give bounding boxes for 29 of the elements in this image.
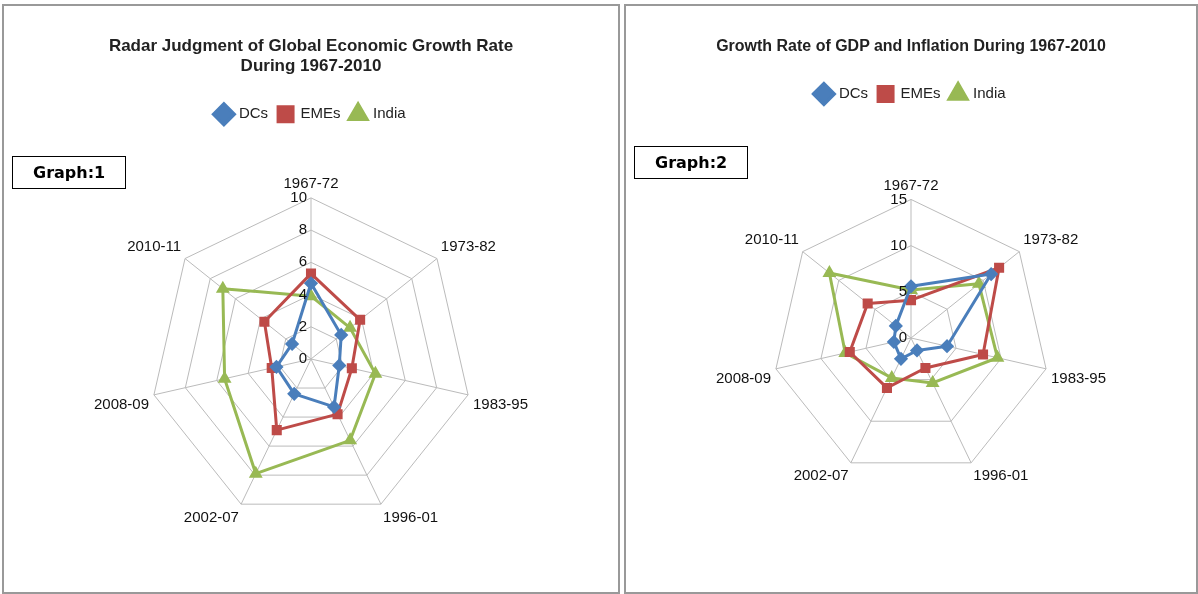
text: Graph:1 — [12, 156, 127, 189]
legend-label: EMEs — [900, 84, 941, 102]
spoke-label: 2010-11 — [744, 229, 799, 247]
legend-label: DCs — [838, 84, 869, 102]
spoke-label: 1996-01 — [973, 466, 1029, 484]
y-tick-label: 2 — [298, 316, 307, 334]
spoke-label: 2002-07 — [183, 507, 239, 525]
spoke-label: 1973-82 — [1023, 229, 1079, 247]
legend-label: DCs — [238, 104, 269, 122]
legend-label: India — [373, 104, 407, 122]
text: Graph:2 — [634, 146, 749, 179]
chart-title: Radar Judgment of Global Economic Growth Rate During 1967-2010 — [108, 35, 514, 76]
y-tick-label: 6 — [298, 252, 307, 270]
spoke-label: 1973-82 — [440, 236, 496, 254]
spoke-label: 2008-09 — [715, 369, 772, 387]
y-tick-label: 5 — [898, 281, 907, 299]
spoke-label: 2010-11 — [127, 236, 182, 254]
spoke-label: 1983-95 — [472, 395, 529, 413]
spoke-label: 1996-01 — [383, 507, 439, 525]
legend-label: EMEs — [300, 104, 341, 122]
y-tick-label: 0 — [898, 328, 907, 346]
spoke-label: 2002-07 — [793, 466, 849, 484]
spoke-label: 1983-95 — [1050, 369, 1107, 387]
y-tick-label: 8 — [298, 220, 307, 238]
y-tick-label: 0 — [298, 349, 307, 367]
chart-title: Growth Rate of GDP and Inflation During 1967-2010 — [716, 35, 1106, 54]
y-tick-label: 10 — [890, 235, 907, 253]
legend-label: India — [973, 84, 1007, 102]
spoke-label: 2008-09 — [93, 395, 150, 413]
